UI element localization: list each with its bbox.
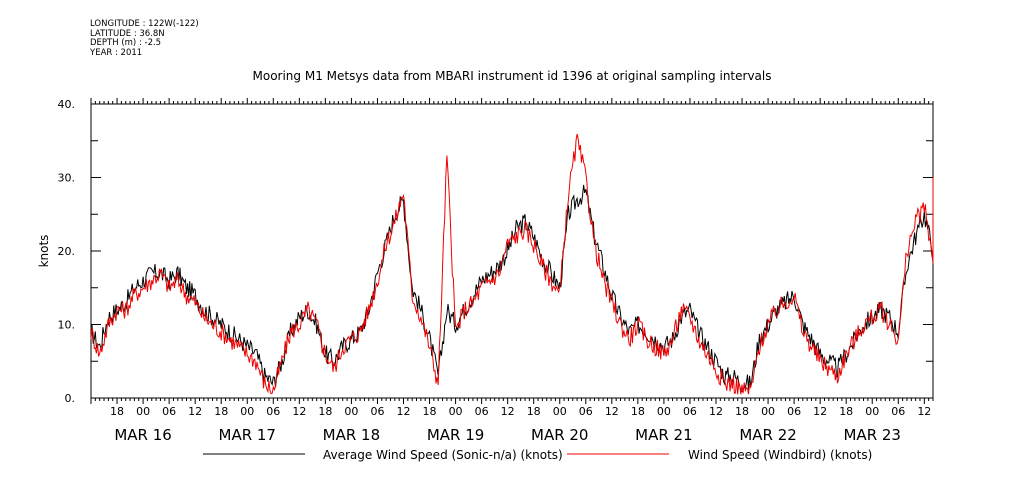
x-hour-label: 00 xyxy=(865,405,879,418)
series-group xyxy=(90,133,934,395)
x-hour-label: 06 xyxy=(579,405,593,418)
x-date-label: MAR 22 xyxy=(739,426,796,444)
x-hour-label: 00 xyxy=(136,405,150,418)
legend-label-windbird: Wind Speed (Windbird) (knots) xyxy=(688,448,872,462)
x-hour-label: 12 xyxy=(396,405,410,418)
x-hour-label: 18 xyxy=(110,405,124,418)
x-hour-label: 12 xyxy=(501,405,515,418)
x-hour-label: 12 xyxy=(917,405,931,418)
x-hour-label: 18 xyxy=(527,405,541,418)
latitude-line: LATITUDE : 36.8N xyxy=(90,28,165,39)
x-hour-label: 00 xyxy=(240,405,254,418)
x-hour-label: 12 xyxy=(709,405,723,418)
series-line-windbird-wind-speed xyxy=(90,133,934,395)
x-date-label: MAR 17 xyxy=(219,426,276,444)
y-axis-label: knots xyxy=(37,235,51,268)
y-tick-label: 20. xyxy=(58,245,76,258)
x-hour-label: 12 xyxy=(813,405,827,418)
y-tick-label: 10. xyxy=(58,319,76,332)
x-hour-label: 06 xyxy=(266,405,280,418)
x-date-label: MAR 16 xyxy=(114,426,171,444)
x-hour-label: 18 xyxy=(735,405,749,418)
x-hour-label: 00 xyxy=(553,405,567,418)
y-tick-label: 0. xyxy=(65,392,76,405)
legend-group: Average Wind Speed (Sonic-n/a) (knots) W… xyxy=(203,448,872,462)
x-hour-label: 12 xyxy=(292,405,306,418)
x-hour-label: 00 xyxy=(657,405,671,418)
plot-frame xyxy=(90,103,934,399)
x-date-label: MAR 21 xyxy=(635,426,692,444)
year-line: YEAR : 2011 xyxy=(90,47,143,58)
x-hour-label: 18 xyxy=(423,405,437,418)
x-date-label: MAR 18 xyxy=(323,426,380,444)
x-date-label: MAR 20 xyxy=(531,426,588,444)
x-hour-label: 06 xyxy=(370,405,384,418)
x-hour-label: 12 xyxy=(188,405,202,418)
series-line-average-wind-speed xyxy=(90,184,934,393)
y-tick-label: 40. xyxy=(58,98,76,111)
x-hour-label: 06 xyxy=(891,405,905,418)
x-date-label: MAR 23 xyxy=(843,426,900,444)
x-hour-label: 06 xyxy=(683,405,697,418)
y-tick-label: 30. xyxy=(58,172,76,185)
metadata-block: LONGITUDE : 122W(-122) LATITUDE : 36.8N … xyxy=(90,19,199,58)
x-hour-label: 18 xyxy=(318,405,332,418)
x-hour-label: 06 xyxy=(475,405,489,418)
x-hour-label: 12 xyxy=(605,405,619,418)
longitude-line: LONGITUDE : 122W(-122) xyxy=(90,19,199,29)
x-hour-label: 18 xyxy=(214,405,228,418)
x-hour-label: 00 xyxy=(344,405,358,418)
axes-group: 18 00 06 12 18 00 06 12 18 00 06 12 18 00 06 12 18 00 06 12… xyxy=(37,98,934,444)
x-hour-label: 06 xyxy=(162,405,176,418)
chart-title: Mooring M1 Metsys data from MBARI instru… xyxy=(253,69,772,83)
x-hour-label: 00 xyxy=(449,405,463,418)
x-date-label: MAR 19 xyxy=(427,426,484,444)
x-hour-label: 18 xyxy=(631,405,645,418)
x-hour-label: 00 xyxy=(761,405,775,418)
legend-label-average: Average Wind Speed (Sonic-n/a) (knots) xyxy=(323,448,563,462)
x-hour-label: 06 xyxy=(787,405,801,418)
depth-line: DEPTH (m) : -2.5 xyxy=(90,38,162,48)
x-hour-label: 18 xyxy=(839,405,853,418)
